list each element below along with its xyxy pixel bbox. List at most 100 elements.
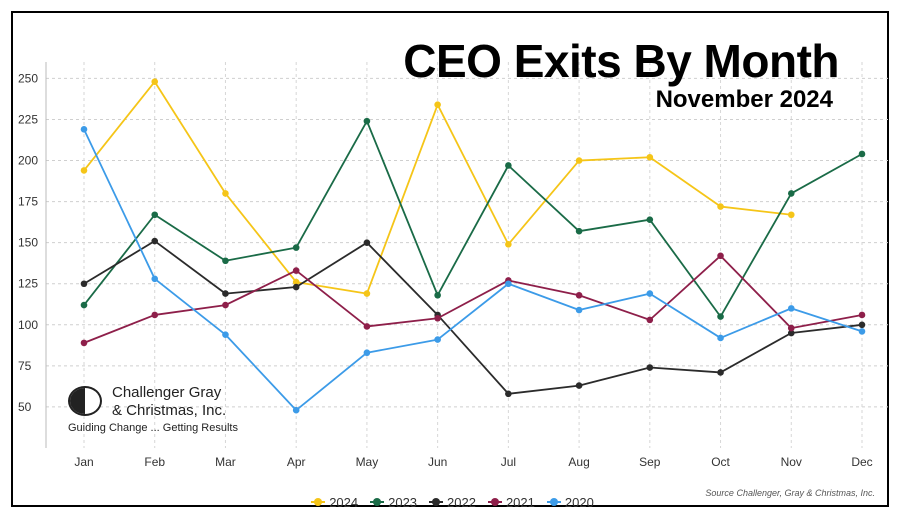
data-point-2022-jan — [80, 280, 88, 288]
legend-item-2022: 2022 — [429, 495, 476, 510]
legend-item-2023: 2023 — [370, 495, 417, 510]
x-tick-label-sep: Sep — [639, 455, 661, 469]
x-axis: Jan Feb Mar Apr May Jun Jul Aug Sep Oct Nov Dec — [74, 455, 872, 469]
legend-swatch-icon — [429, 498, 444, 506]
y-tick-label-50: 50 — [18, 400, 32, 414]
data-point-2021-feb — [151, 311, 159, 319]
data-point-2021-nov — [787, 324, 795, 332]
x-tick-label-mar: Mar — [215, 455, 236, 469]
data-point-2022-mar — [222, 290, 229, 297]
data-point-2020-nov — [787, 305, 795, 312]
data-point-2020-dec — [858, 328, 866, 335]
chart-frame — [11, 11, 889, 507]
data-point-2020-sep — [646, 290, 654, 297]
data-point-2022-jul — [505, 390, 512, 398]
data-point-2024-jan — [80, 167, 88, 174]
legend-swatch-icon — [546, 498, 561, 506]
y-tick-label-125: 125 — [18, 277, 38, 291]
legend-label: 2020 — [564, 494, 594, 510]
data-point-2020-jan — [80, 126, 88, 133]
data-point-2023-jul — [505, 162, 512, 169]
series-line-2023 — [83, 120, 863, 318]
data-point-2022-may — [363, 239, 371, 246]
series-2024 — [80, 78, 795, 297]
y-tick-label-250: 250 — [18, 71, 38, 85]
series-2023 — [80, 117, 866, 320]
chart-subtitle: November 2024 — [655, 86, 833, 113]
y-tick-label-100: 100 — [18, 318, 38, 332]
x-tick-label-jul: Jul — [501, 455, 516, 469]
data-point-2023-aug — [575, 227, 583, 235]
logo-line-2: & Christmas, Inc. — [112, 402, 227, 419]
y-tick-label-200: 200 — [18, 154, 38, 168]
x-tick-label-feb: Feb — [144, 455, 165, 469]
company-logo: Challenger Gray & Christmas, Inc. Guidin… — [68, 384, 268, 438]
series-line-2022 — [83, 240, 863, 395]
data-point-2020-oct — [717, 334, 724, 342]
data-point-2020-may — [363, 349, 371, 357]
legend-swatch-icon — [311, 498, 326, 506]
data-point-2023-dec — [858, 150, 866, 158]
y-tick-label-150: 150 — [18, 236, 38, 250]
data-point-2023-oct — [717, 313, 724, 320]
data-point-2022-oct — [717, 369, 724, 376]
data-point-2021-jan — [80, 339, 88, 347]
data-point-2024-may — [363, 290, 371, 297]
data-point-2023-jun — [434, 291, 441, 299]
data-point-2023-jan — [80, 301, 88, 309]
data-point-2022-aug — [575, 382, 583, 389]
logo-line-1: Challenger Gray — [112, 384, 222, 401]
data-point-2020-jun — [434, 336, 441, 343]
data-point-2024-jun — [434, 101, 441, 109]
series-2020 — [80, 126, 866, 414]
series-line-2021 — [83, 254, 863, 344]
data-point-2024-nov — [787, 211, 795, 219]
logo-tagline: Guiding Change ... Getting Results — [68, 422, 238, 434]
x-tick-label-jun: Jun — [428, 455, 447, 469]
y-tick-label-225: 225 — [18, 112, 38, 126]
data-point-2024-jul — [505, 241, 512, 248]
logo-mark-icon — [68, 386, 102, 416]
legend-label: 2021 — [505, 494, 535, 510]
series-group — [80, 78, 866, 414]
data-point-2021-may — [363, 323, 371, 330]
data-point-2022-nov — [787, 329, 795, 337]
data-point-2022-apr — [292, 283, 300, 291]
data-point-2021-oct — [717, 252, 724, 260]
data-point-2023-sep — [646, 216, 654, 223]
legend-item-2024: 2024 — [311, 495, 358, 510]
data-point-2021-mar — [222, 301, 229, 309]
data-point-2023-feb — [151, 211, 159, 219]
data-point-2021-jun — [434, 314, 441, 322]
data-point-2020-feb — [151, 275, 159, 283]
data-point-2023-nov — [787, 190, 795, 197]
legend-swatch-icon — [370, 498, 385, 506]
data-point-2022-sep — [646, 364, 654, 371]
data-point-2024-apr — [292, 278, 300, 286]
legend-label: 2024 — [329, 494, 359, 510]
series-2021 — [80, 252, 866, 347]
x-tick-label-nov: Nov — [781, 455, 802, 469]
data-point-2021-aug — [575, 291, 583, 299]
x-tick-label-oct: Oct — [711, 455, 730, 469]
y-tick-label-75: 75 — [18, 359, 32, 373]
x-tick-label-jan: Jan — [74, 455, 93, 469]
data-point-2020-mar — [222, 331, 229, 338]
grid — [45, 62, 888, 448]
x-tick-label-aug: Aug — [568, 455, 589, 469]
chart-title: CEO Exits By Month — [403, 35, 839, 87]
data-point-2024-sep — [646, 153, 654, 161]
y-axis: 50 75 100 125 150 175 200 225 250 — [18, 71, 38, 414]
data-point-2020-apr — [292, 406, 300, 414]
data-point-2020-jul — [505, 280, 512, 288]
x-tick-label-dec: Dec — [851, 455, 872, 469]
data-point-2024-feb — [151, 78, 159, 86]
legend-label: 2022 — [447, 494, 476, 510]
legend: 2024 2023 2022 2021 2020 — [0, 491, 905, 510]
x-tick-label-apr: Apr — [287, 455, 306, 469]
y-tick-label-175: 175 — [18, 195, 38, 209]
series-line-2020 — [83, 128, 863, 412]
legend-swatch-icon — [487, 498, 502, 506]
data-point-2023-may — [363, 117, 371, 125]
data-point-2021-sep — [646, 316, 654, 324]
